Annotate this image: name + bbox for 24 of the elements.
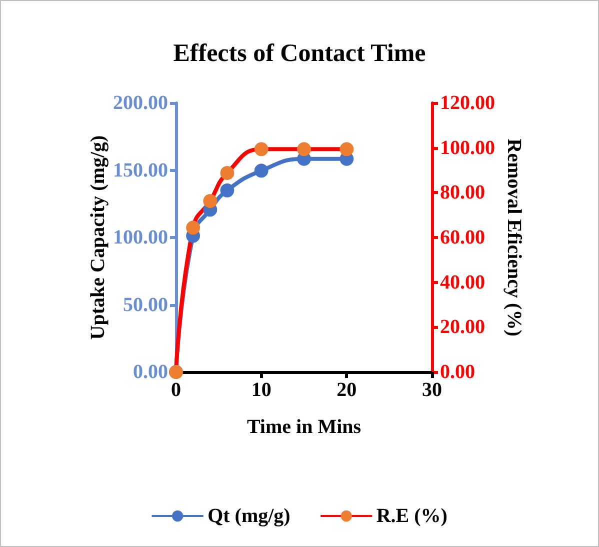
y-tick-label: 150.00 bbox=[113, 159, 168, 182]
x-tick-label: 0 bbox=[171, 379, 181, 401]
x-tick-label: 20 bbox=[336, 379, 357, 401]
y2-tick-label: 60.00 bbox=[440, 226, 485, 248]
y2-axis-title: Removal Eficiency (%) bbox=[503, 138, 525, 336]
point bbox=[220, 183, 234, 198]
y-tick-label: 100.00 bbox=[113, 226, 168, 248]
y2-tick-label: 80.00 bbox=[440, 182, 485, 204]
y-tick-label: 200.00 bbox=[113, 92, 168, 114]
legend-label: Qt (mg/g) bbox=[208, 505, 290, 527]
legend-label: R.E (%) bbox=[376, 505, 448, 527]
x-tick-label: 10 bbox=[251, 379, 272, 401]
x-axis-title: Time in Mins bbox=[246, 416, 362, 438]
y-tick-label: 0.00 bbox=[133, 361, 168, 383]
y2-tick-label: 120.00 bbox=[440, 92, 495, 114]
point bbox=[254, 164, 268, 178]
y2-tick-label: 40.00 bbox=[440, 271, 485, 294]
x-tick-label: 30 bbox=[422, 379, 442, 401]
chart-title: Effects of Contact Time bbox=[173, 40, 426, 67]
y2-tick-label: 0.00 bbox=[440, 361, 475, 383]
y-axis-title: Uptake Capacity (mg/g) bbox=[87, 135, 109, 340]
y2-tick-label: 20.00 bbox=[440, 316, 485, 338]
y-tick-label: 50.00 bbox=[123, 294, 168, 316]
y2-tick-label: 100.00 bbox=[440, 136, 495, 159]
